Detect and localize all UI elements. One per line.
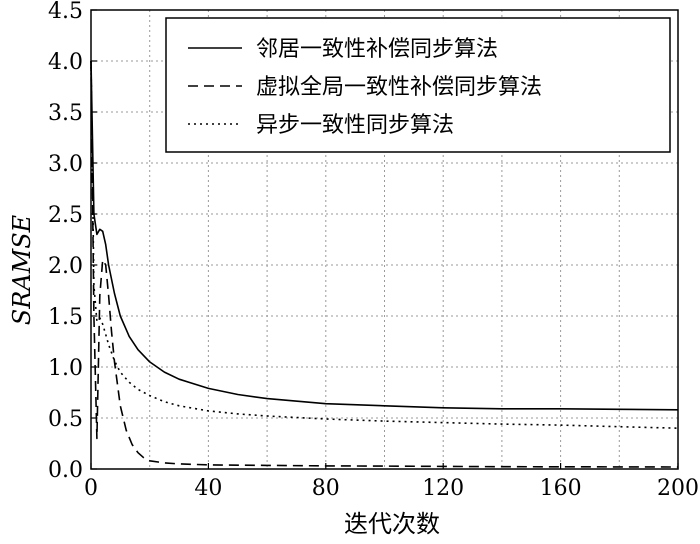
y-tick-label: 2.5 [48, 203, 83, 228]
x-axis-title: 迭代次数 [344, 510, 440, 538]
y-tick-label: 3.5 [48, 101, 83, 126]
legend-label: 异步一致性同步算法 [256, 113, 454, 138]
series-line-2 [90, 60, 679, 468]
x-tick-label: 80 [312, 476, 340, 501]
y-tick-label: 2.0 [48, 254, 83, 279]
legend-label: 虚拟全局一致性补偿同步算法 [256, 75, 542, 100]
plot-frame [90, 9, 679, 470]
y-tick-label: 3.0 [48, 152, 83, 177]
y-tick-label: 1.0 [48, 356, 83, 381]
x-tick-label: 40 [194, 476, 222, 501]
y-axis-title: SRAMSE [8, 214, 36, 325]
x-tick-label: 120 [422, 476, 464, 501]
axis-ticks: 0 40 80 120 160 200 0.0 0.5 1.0 1.5 2.0 2.5 3.0 3.5 4.… [48, 0, 699, 501]
series-layer [90, 60, 679, 468]
y-tick-label: 0.5 [48, 407, 83, 432]
x-tick-label: 200 [657, 476, 699, 501]
legend-label: 邻居一致性补偿同步算法 [256, 37, 498, 62]
legend-box [165, 17, 671, 153]
series-line-1 [90, 60, 679, 411]
y-tick-label: 4.0 [48, 50, 83, 75]
x-tick-label: 0 [84, 476, 98, 501]
y-tick-label: 4.5 [48, 0, 83, 24]
y-tick-label: 1.5 [48, 305, 83, 330]
x-tick-label: 160 [540, 476, 582, 501]
y-tick-label: 0.0 [48, 458, 83, 483]
series-line-3 [90, 60, 679, 429]
